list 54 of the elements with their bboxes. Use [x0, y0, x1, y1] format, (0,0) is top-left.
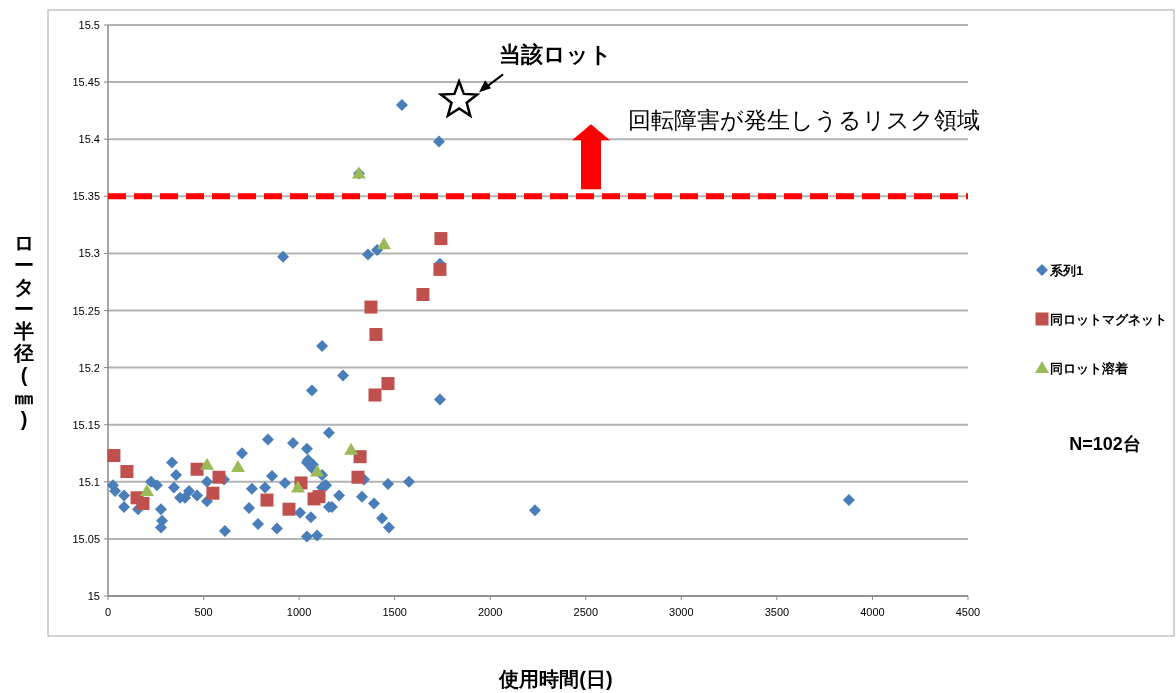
y-tick-label: 15.05	[72, 532, 100, 545]
y-tick-label: 15.45	[72, 76, 100, 89]
y-tick-label: 15.3	[78, 247, 100, 260]
point	[212, 470, 226, 484]
point	[136, 497, 150, 510]
point	[381, 377, 395, 391]
point	[344, 442, 359, 455]
point	[416, 288, 430, 302]
point	[290, 480, 305, 493]
x-tick-label: 500	[194, 606, 213, 618]
point	[434, 232, 448, 246]
point	[260, 493, 274, 507]
annotation: 回転障害が発生しうるリスク領域	[628, 107, 980, 134]
x-tick-label: 4500	[955, 606, 981, 618]
point	[351, 470, 365, 484]
y-tick-label: 15	[87, 590, 100, 602]
point	[353, 450, 367, 464]
x-axis-title: 使用時間(日)	[498, 668, 613, 690]
point	[107, 449, 121, 463]
x-tick-label: 1500	[382, 606, 407, 618]
y-tick-label: 15.35	[72, 190, 100, 203]
x-tick-label: 3000	[669, 606, 694, 618]
point	[282, 502, 296, 516]
point	[433, 262, 447, 276]
x-tick-label: 0	[104, 606, 112, 618]
x-tick-label: 1000	[286, 606, 312, 618]
point	[364, 300, 378, 314]
point	[206, 486, 220, 500]
y-tick-label: 15.2	[78, 361, 100, 374]
point	[120, 465, 134, 479]
point	[200, 457, 214, 470]
point	[312, 490, 326, 504]
x-tick-label: 2500	[573, 606, 599, 618]
point	[376, 237, 391, 250]
y-tick-label: 15.4	[78, 133, 100, 146]
annotation: 当該ロット	[499, 42, 613, 68]
text: ローター半径(㎜)	[14, 232, 34, 430]
point	[190, 462, 204, 476]
x-tick-label: 3500	[764, 606, 790, 618]
x-tick-label: 4000	[860, 606, 885, 618]
text: N=102台	[1069, 434, 1141, 454]
point	[310, 464, 325, 477]
legend-label: 同ロットマグネット	[1050, 312, 1167, 327]
y-tick-label: 15.15	[72, 418, 100, 431]
point	[369, 327, 383, 341]
legend-label: 同ロット溶着	[1050, 361, 1128, 376]
x-tick-label: 2000	[477, 606, 503, 618]
point	[230, 459, 245, 472]
y-tick-label: 15.5	[78, 19, 100, 31]
point	[139, 483, 154, 496]
y-tick-label: 15.25	[72, 304, 100, 317]
legend-label: 系列1	[1049, 263, 1084, 278]
y-tick-label: 15.1	[78, 475, 100, 488]
point	[368, 388, 382, 402]
